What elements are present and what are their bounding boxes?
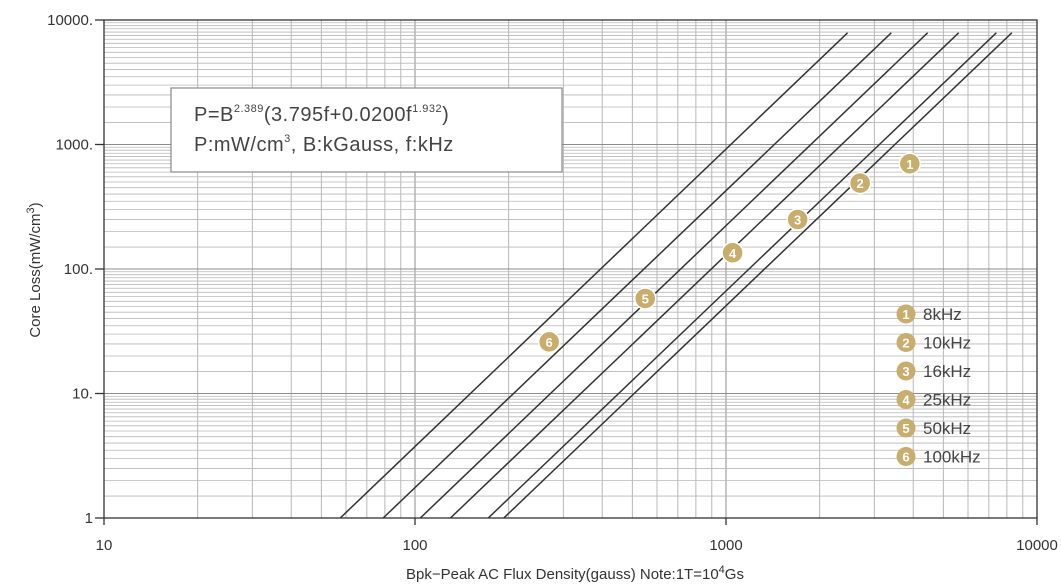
series-line-100kHz xyxy=(339,32,849,518)
y-tick-label: 1 xyxy=(85,510,93,527)
series-line-16kHz xyxy=(449,32,960,518)
legend-item-10kHz: 2 10kHz xyxy=(896,333,971,353)
marker-circle xyxy=(786,208,809,231)
tick-labels: 10 100 1000 10000 1 10. 100. 1000. 10000. xyxy=(47,12,1058,554)
marker-number: 2 xyxy=(857,176,864,191)
legend: 1 8kHz 2 10kHz 3 16kHz 4 25kHz 5 50kHz 6 100kHz xyxy=(896,304,981,467)
marker-badge-4: 4 xyxy=(721,241,744,265)
svg-text:Bpk−Peak AC Flux Density(gauss: Bpk−Peak AC Flux Density(gauss) Note:1T=… xyxy=(406,564,744,583)
x-axis-title: Bpk−Peak AC Flux Density(gauss) Note:1T=… xyxy=(406,564,744,583)
legend-badge-number: 4 xyxy=(902,393,910,408)
x-tick-label: 10 xyxy=(96,537,113,554)
legend-badge-number: 2 xyxy=(902,336,909,351)
legend-badge-number: 5 xyxy=(902,421,909,436)
y-tick-label: 10000. xyxy=(47,12,93,29)
grid xyxy=(103,20,1037,519)
x-tick-label: 100 xyxy=(402,537,427,554)
curve-markers: 1 2 3 4 5 6 xyxy=(537,152,922,354)
marker-circle xyxy=(848,171,872,195)
marker-badge-5: 5 xyxy=(634,287,657,310)
y-axis-title: Core Loss(mW/cm3) xyxy=(25,202,44,337)
y-tick-label: 1000. xyxy=(55,137,93,154)
marker-circle xyxy=(721,241,744,265)
y-tick-label: 10. xyxy=(72,386,93,403)
legend-item-50kHz: 5 50kHz xyxy=(896,418,971,438)
series-lines xyxy=(339,32,1013,518)
legend-badge xyxy=(896,447,916,466)
marker-number: 5 xyxy=(642,291,649,306)
marker-circle xyxy=(537,330,561,354)
marker-number: 6 xyxy=(546,335,553,350)
legend-badge xyxy=(896,333,916,352)
marker-number: 4 xyxy=(729,246,737,261)
legend-badge-number: 3 xyxy=(902,364,909,379)
legend-label: 50kHz xyxy=(923,419,971,438)
legend-item-8kHz: 1 8kHz xyxy=(896,304,962,324)
series-line-50kHz xyxy=(382,32,892,518)
marker-badge-3: 3 xyxy=(786,208,809,231)
legend-badge-number: 6 xyxy=(902,450,909,465)
formula-line-2: P:mW/cm3, B:kGauss, f:kHz xyxy=(194,133,454,156)
legend-item-25kHz: 4 25kHz xyxy=(896,390,971,410)
series-line-8kHz xyxy=(503,32,1013,518)
legend-label: 100kHz xyxy=(923,448,981,467)
x-tick-label: 10000 xyxy=(1016,537,1058,554)
legend-label: 25kHz xyxy=(923,391,971,410)
marker-circle xyxy=(634,287,657,310)
formula-box: P=B2.389(3.795f+0.0200f1.932) P:mW/cm3, … xyxy=(170,87,563,173)
marker-badge-6: 6 xyxy=(537,330,561,354)
legend-badge xyxy=(896,304,916,324)
y-tick-label: 100. xyxy=(64,261,93,278)
legend-label: 10kHz xyxy=(923,334,971,353)
x-tick-label: 1000 xyxy=(709,537,742,554)
series-line-25kHz xyxy=(419,32,929,518)
legend-badge xyxy=(896,390,916,409)
legend-badge-number: 1 xyxy=(902,307,909,322)
marker-badge-2: 2 xyxy=(848,171,872,195)
legend-badge xyxy=(896,361,916,381)
legend-item-16kHz: 3 16kHz xyxy=(896,361,971,381)
marker-circle xyxy=(898,152,922,176)
legend-item-100kHz: 6 100kHz xyxy=(896,447,981,467)
series-line-10kHz xyxy=(487,32,997,518)
legend-badge xyxy=(896,418,916,438)
marker-badge-1: 1 xyxy=(898,152,922,176)
legend-label: 16kHz xyxy=(923,362,971,381)
svg-text:Core Loss(mW/cm3): Core Loss(mW/cm3) xyxy=(25,202,44,337)
marker-number: 3 xyxy=(794,212,801,227)
legend-label: 8kHz xyxy=(923,305,962,324)
formula-line-1: P=B2.389(3.795f+0.0200f1.932) xyxy=(194,103,449,126)
marker-number: 1 xyxy=(906,157,913,172)
